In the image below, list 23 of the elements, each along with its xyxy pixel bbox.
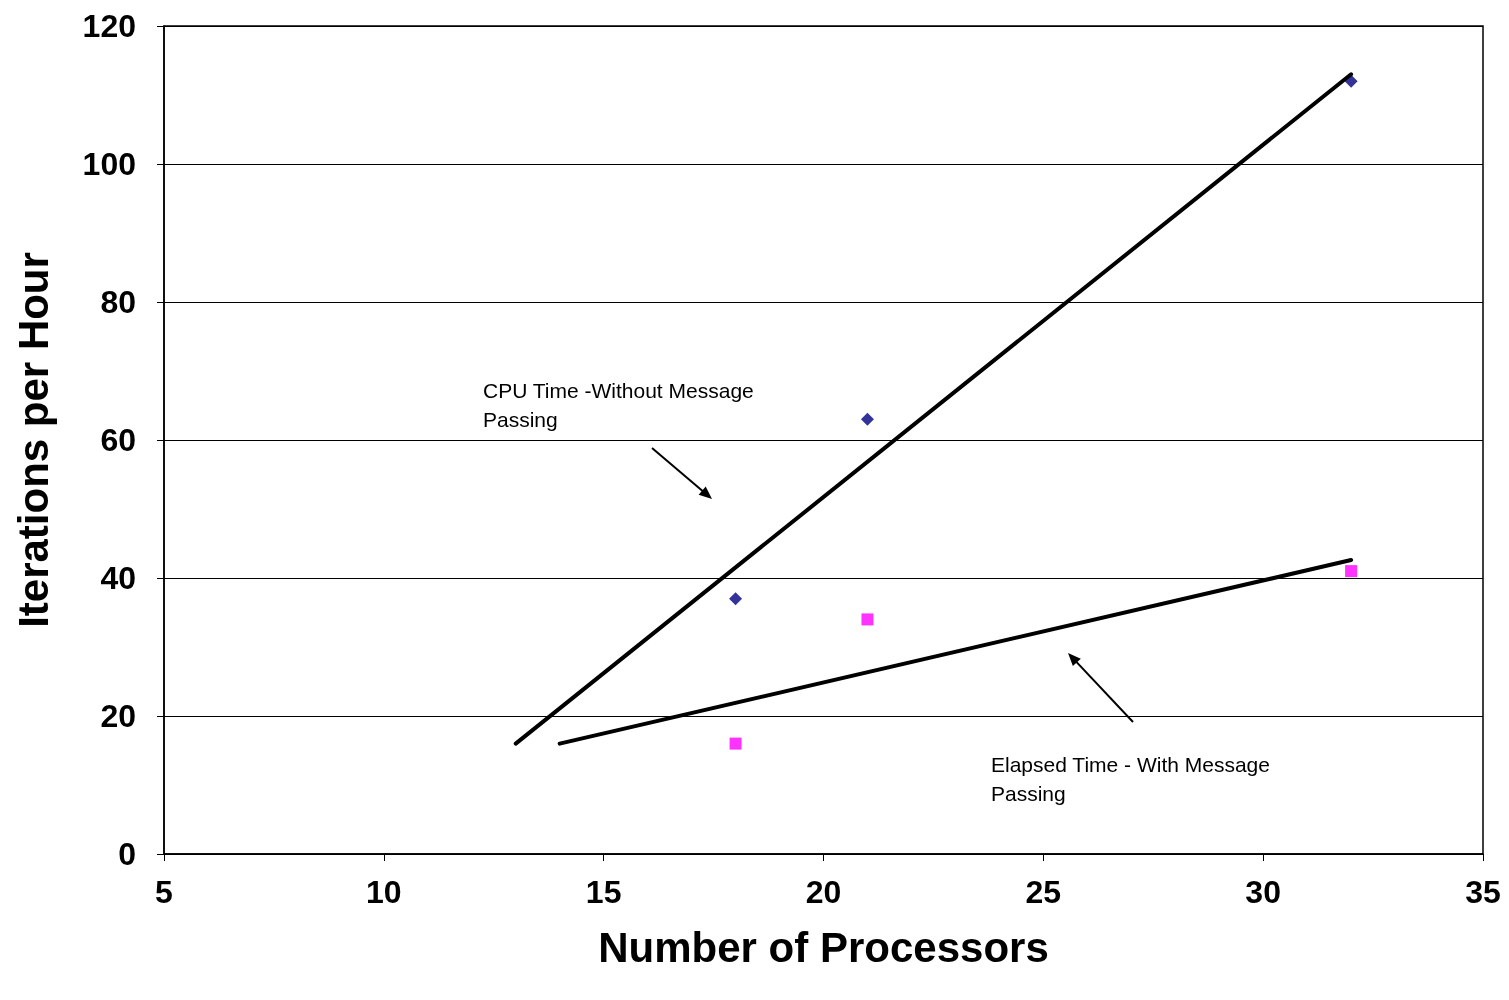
point <box>729 737 742 750</box>
y-tick-label: 60 <box>100 422 136 458</box>
point <box>860 412 874 426</box>
point <box>729 592 743 606</box>
x-tick-label: 10 <box>366 874 402 910</box>
y-axis-title: Iterations per Hour <box>9 252 57 628</box>
y-tick-label: 120 <box>82 8 136 44</box>
annotation: CPU Time -Without Message Passing <box>483 379 760 431</box>
point <box>861 613 874 626</box>
x-tick-label: 20 <box>805 874 842 910</box>
x-axis-title: Number of Processors <box>598 923 1049 971</box>
y-tick-label: 0 <box>118 836 136 872</box>
y-tick-label: 80 <box>100 284 136 320</box>
x-tick-label: 35 <box>1465 874 1501 910</box>
y-tick-label: 40 <box>100 560 136 596</box>
x-tick-label: 15 <box>585 874 622 910</box>
annotation: Elapsed Time - With Message Passing <box>991 753 1276 805</box>
x-tick-label: 30 <box>1245 874 1281 910</box>
point <box>1345 565 1358 578</box>
y-tick-label: 100 <box>82 146 136 182</box>
y-tick-label: 20 <box>100 698 136 734</box>
x-tick-label: 5 <box>155 874 173 910</box>
x-tick-label: 25 <box>1025 874 1062 910</box>
